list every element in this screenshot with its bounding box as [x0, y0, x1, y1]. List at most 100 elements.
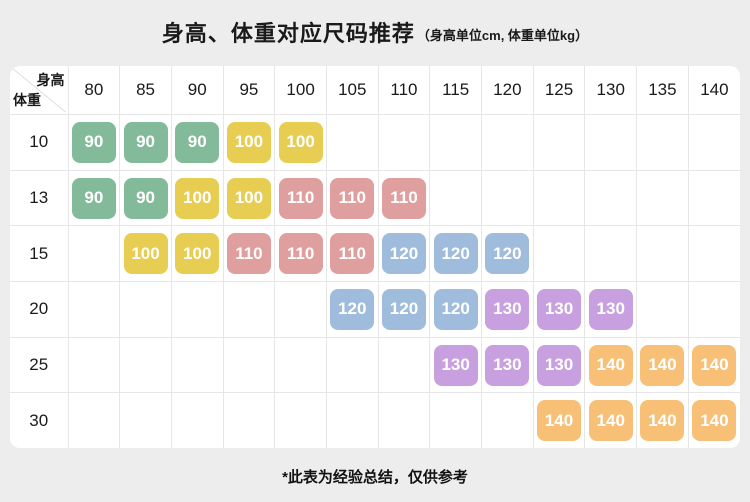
size-cell: [429, 392, 482, 448]
size-cell: 140: [636, 392, 689, 448]
size-cell: 140: [636, 336, 689, 394]
size-cell: 90: [67, 114, 121, 171]
size-cell: 140: [532, 392, 586, 448]
size-cell: 100: [222, 169, 276, 227]
height-header-cell: 85: [119, 66, 172, 115]
table-body: 身高 体重 80 85 90 95 100 105 110 115 120 125 130 135 140 1…: [10, 66, 740, 448]
size-cell: [222, 336, 276, 394]
size-cell: 140: [687, 392, 740, 448]
size-cell: 90: [170, 114, 224, 171]
size-chip: 140: [640, 344, 685, 386]
size-cell: 120: [429, 281, 482, 338]
size-cell: [584, 225, 638, 283]
size-chip: 90: [123, 177, 168, 219]
size-cell: [222, 392, 276, 448]
size-cell: 100: [170, 169, 224, 227]
subtitle-text: （身高单位cm, 体重单位kg）: [416, 28, 589, 43]
size-chip: 110: [278, 233, 323, 275]
title-text: 身高、体重对应尺码推荐: [161, 21, 415, 46]
size-cell: [119, 392, 172, 448]
size-cell: 140: [584, 336, 638, 394]
size-cell: [481, 169, 534, 227]
size-cell: 130: [584, 281, 638, 338]
size-cell: [170, 281, 224, 338]
size-chip: 140: [692, 400, 737, 442]
size-cell: [584, 114, 638, 171]
height-header-cell: 110: [377, 66, 431, 115]
size-cell: 110: [377, 169, 431, 227]
size-cell: [67, 336, 121, 394]
footnote: *此表为经验总结，仅供参考: [282, 468, 468, 486]
height-header-cell: 140: [687, 66, 740, 115]
table-row: 10 90 90 90 100 100: [10, 114, 740, 171]
size-chip: 140: [537, 400, 582, 442]
size-chip: 100: [226, 177, 271, 219]
size-chip: 140: [640, 400, 685, 442]
size-cell: 110: [325, 169, 379, 227]
size-cell: 120: [325, 281, 379, 338]
corner-height-label: 身高: [36, 72, 65, 88]
size-chip: 90: [123, 121, 168, 163]
size-cell: [481, 114, 534, 171]
weight-header-cell: 25: [10, 336, 69, 394]
page-title: 身高、体重对应尺码推荐 （身高单位cm, 体重单位kg）: [0, 0, 750, 64]
size-chip: 140: [692, 344, 737, 386]
size-cell: [222, 281, 276, 338]
weight-header-cell: 30: [10, 392, 69, 448]
size-cell: [636, 169, 689, 227]
size-cell: [636, 281, 689, 338]
size-cell: [170, 392, 224, 448]
size-chip: 110: [226, 233, 271, 275]
height-header-cell: 80: [67, 66, 121, 115]
weight-header-cell: 13: [10, 169, 69, 227]
size-cell: [687, 169, 740, 227]
height-header-cell: 125: [532, 66, 586, 115]
size-cell: 110: [325, 225, 379, 283]
height-header-cell: 95: [222, 66, 276, 115]
height-header-cell: 100: [274, 66, 327, 115]
size-cell: [325, 114, 379, 171]
size-chip: 130: [485, 288, 530, 330]
size-chip: 120: [381, 233, 426, 275]
size-cell: [687, 225, 740, 283]
size-chip: 120: [485, 233, 530, 275]
size-cell: 130: [481, 336, 534, 394]
size-cell: 130: [481, 281, 534, 338]
size-cell: [325, 392, 379, 448]
size-cell: [532, 114, 586, 171]
size-chip: 100: [123, 233, 168, 275]
size-chip: 90: [71, 121, 116, 163]
size-chip: 90: [71, 177, 116, 219]
size-cell: 130: [532, 336, 586, 394]
size-cell: 140: [584, 392, 638, 448]
size-chip: 100: [226, 121, 271, 163]
size-chip: 100: [175, 177, 220, 219]
height-header-cell: 135: [636, 66, 689, 115]
size-cell: [274, 336, 327, 394]
table-row: 25 130 130 130 140 140 140: [10, 336, 740, 394]
weight-header-cell: 20: [10, 281, 69, 338]
size-cell: [377, 392, 431, 448]
size-cell: 130: [532, 281, 586, 338]
size-cell: [532, 169, 586, 227]
size-chip: 110: [278, 177, 323, 219]
size-chip: 120: [381, 288, 426, 330]
header-row: 身高 体重 80 85 90 95 100 105 110 115 120 125 130 135 140: [10, 66, 740, 115]
size-chip: 120: [433, 288, 478, 330]
size-chip: 130: [433, 344, 478, 386]
size-cell: [532, 225, 586, 283]
size-chip: 120: [433, 233, 478, 275]
size-cell: 120: [377, 281, 431, 338]
size-chip: 90: [175, 121, 220, 163]
size-chip: 110: [330, 233, 375, 275]
size-chip: 130: [485, 344, 530, 386]
size-cell: [687, 114, 740, 171]
weight-header-cell: 15: [10, 225, 69, 283]
size-chip: 140: [588, 400, 633, 442]
size-chip: 110: [381, 177, 426, 219]
height-header-cell: 90: [170, 66, 224, 115]
diagonal-line-icon: [11, 67, 66, 113]
size-table: 身高 体重 80 85 90 95 100 105 110 115 120 125 130 135 140 1…: [10, 66, 740, 448]
size-cell: 110: [222, 225, 276, 283]
size-cell: 90: [67, 169, 121, 227]
